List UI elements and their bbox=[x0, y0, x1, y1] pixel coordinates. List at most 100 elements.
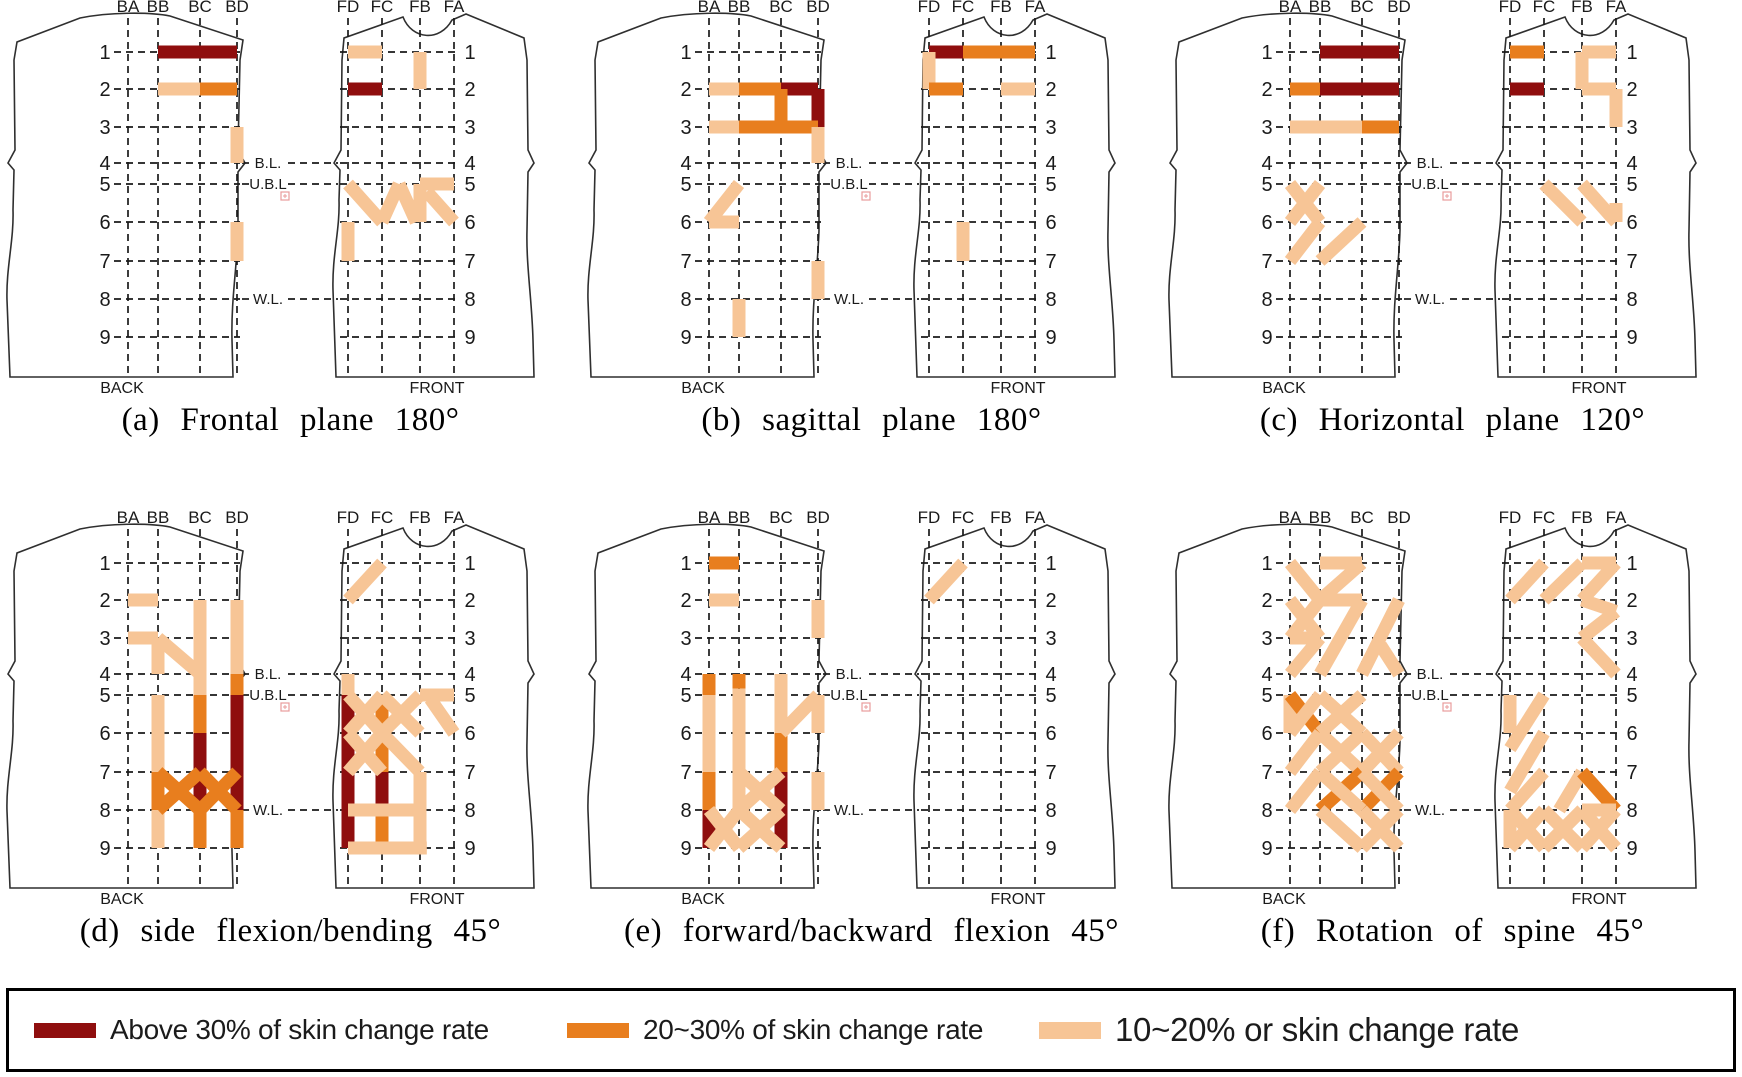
svg-text:4: 4 bbox=[1045, 664, 1056, 686]
svg-text:5: 5 bbox=[1045, 174, 1056, 196]
svg-text:B.L.: B.L. bbox=[1417, 666, 1444, 683]
svg-text:FB: FB bbox=[1571, 0, 1593, 16]
svg-text:1: 1 bbox=[1626, 42, 1637, 64]
svg-text:1: 1 bbox=[99, 553, 110, 575]
svg-text:FA: FA bbox=[444, 511, 465, 527]
svg-text:5: 5 bbox=[99, 685, 110, 707]
svg-text:6: 6 bbox=[464, 212, 475, 234]
svg-text:BD: BD bbox=[806, 0, 830, 16]
svg-text:B.L.: B.L. bbox=[255, 155, 282, 172]
svg-text:W.L.: W.L. bbox=[834, 291, 864, 308]
panel-c-caption: (c) Horizontal plane 120° bbox=[1259, 402, 1646, 438]
svg-text:U.B.L: U.B.L bbox=[830, 176, 868, 193]
svg-text:BA: BA bbox=[698, 0, 721, 16]
svg-text:BB: BB bbox=[1309, 511, 1332, 527]
grid: BA BB BC BD FD FC FB FA1 12 23 34 45 56 67 78 89 9B.L.U.… bbox=[99, 0, 475, 397]
panel-c-bodymap: BA BB BC BD FD FC FB FA1 12 23 34 45 56 67 78 89 9B.L.U.… bbox=[1168, 0, 1697, 397]
svg-text:FD: FD bbox=[337, 0, 360, 16]
svg-text:6: 6 bbox=[1045, 723, 1056, 745]
legend-item-above-30: Above 30% of skin change rate bbox=[34, 991, 489, 1069]
svg-text:7: 7 bbox=[1626, 762, 1637, 784]
svg-text:FD: FD bbox=[337, 511, 360, 527]
svg-text:7: 7 bbox=[1261, 251, 1272, 273]
svg-text:2: 2 bbox=[99, 590, 110, 612]
svg-text:FRONT: FRONT bbox=[409, 380, 464, 397]
svg-text:BD: BD bbox=[1387, 511, 1411, 527]
svg-text:5: 5 bbox=[464, 685, 475, 707]
svg-text:BC: BC bbox=[769, 0, 793, 16]
svg-text:4: 4 bbox=[99, 664, 110, 686]
legend-label: Above 30% of skin change rate bbox=[110, 1014, 489, 1045]
svg-text:BA: BA bbox=[117, 0, 140, 16]
svg-text:3: 3 bbox=[1045, 117, 1056, 139]
svg-text:BD: BD bbox=[225, 511, 249, 527]
svg-text:2: 2 bbox=[1261, 590, 1272, 612]
svg-text:3: 3 bbox=[680, 117, 691, 139]
panel-c: BA BB BC BD FD FC FB FA 1 1 2 2 3 3 4 4 5 5 6 6 7 7 8 8 9 9 B.L. U.… bbox=[1162, 0, 1742, 472]
garment-outlines bbox=[587, 12, 1116, 378]
skin-change-marks bbox=[128, 558, 460, 855]
svg-text:BC: BC bbox=[1350, 511, 1374, 527]
svg-text:FB: FB bbox=[409, 0, 431, 16]
svg-text:1: 1 bbox=[1045, 553, 1056, 575]
svg-text:9: 9 bbox=[1045, 327, 1056, 349]
panel-b: BA BB BC BD FD FC FB FA 1 1 2 2 3 3 4 4 5 5 6 6 7 7 8 8 9 9 B.L. U.… bbox=[581, 0, 1162, 472]
garment-outlines bbox=[6, 12, 535, 378]
svg-text:4: 4 bbox=[1626, 153, 1637, 175]
svg-text:BC: BC bbox=[188, 511, 212, 527]
garment-outlines bbox=[1168, 12, 1697, 378]
svg-text:BD: BD bbox=[1387, 0, 1411, 16]
legend-item-20-30: 20~30% of skin change rate bbox=[567, 991, 983, 1069]
svg-text:BA: BA bbox=[1279, 511, 1302, 527]
svg-text:8: 8 bbox=[99, 800, 110, 822]
svg-text:3: 3 bbox=[1626, 117, 1637, 139]
svg-text:BACK: BACK bbox=[681, 380, 725, 397]
svg-text:2: 2 bbox=[680, 79, 691, 101]
svg-text:7: 7 bbox=[1045, 251, 1056, 273]
svg-text:BC: BC bbox=[1350, 0, 1374, 16]
svg-text:4: 4 bbox=[1045, 153, 1056, 175]
svg-text:6: 6 bbox=[1261, 723, 1272, 745]
svg-text:7: 7 bbox=[1045, 762, 1056, 784]
panel-f-bodymap: BA BB BC BD FD FC FB FA1 12 23 34 45 56 67 78 89 9B.L.U.… bbox=[1168, 511, 1697, 908]
svg-text:8: 8 bbox=[680, 289, 691, 311]
skin-change-legend: Above 30% of skin change rate 20~30% of … bbox=[6, 988, 1736, 1072]
skin-change-marks bbox=[703, 45, 1035, 337]
svg-text:3: 3 bbox=[99, 628, 110, 650]
svg-text:BA: BA bbox=[117, 511, 140, 527]
svg-text:FD: FD bbox=[1499, 0, 1522, 16]
svg-text:1: 1 bbox=[1626, 553, 1637, 575]
svg-text:8: 8 bbox=[1261, 289, 1272, 311]
svg-text:8: 8 bbox=[1626, 800, 1637, 822]
svg-text:FRONT: FRONT bbox=[990, 891, 1045, 908]
svg-text:7: 7 bbox=[1261, 762, 1272, 784]
grid: BA BB BC BD FD FC FB FA1 12 23 34 45 56 67 78 89 9B.L.U.… bbox=[99, 511, 475, 908]
svg-text:FC: FC bbox=[371, 0, 394, 16]
svg-text:BA: BA bbox=[698, 511, 721, 527]
skin-change-marks bbox=[1283, 556, 1621, 853]
svg-text:2: 2 bbox=[1626, 79, 1637, 101]
panel-d-caption: (d) side flexion/bending 45° bbox=[79, 913, 502, 949]
svg-text:3: 3 bbox=[1045, 628, 1056, 650]
svg-text:FB: FB bbox=[990, 511, 1012, 527]
svg-text:2: 2 bbox=[680, 590, 691, 612]
svg-text:1: 1 bbox=[680, 42, 691, 64]
svg-text:1: 1 bbox=[680, 553, 691, 575]
svg-text:7: 7 bbox=[680, 251, 691, 273]
svg-text:W.L.: W.L. bbox=[253, 802, 283, 819]
svg-text:4: 4 bbox=[1626, 664, 1637, 686]
panel-f-caption: (f) Rotation of spine 45° bbox=[1260, 913, 1645, 949]
svg-text:BD: BD bbox=[225, 0, 249, 16]
svg-text:3: 3 bbox=[1626, 628, 1637, 650]
svg-text:FRONT: FRONT bbox=[1571, 380, 1626, 397]
svg-text:7: 7 bbox=[464, 251, 475, 273]
svg-text:FA: FA bbox=[1606, 511, 1627, 527]
svg-text:FA: FA bbox=[1025, 0, 1046, 16]
svg-text:8: 8 bbox=[99, 289, 110, 311]
svg-text:U.B.L: U.B.L bbox=[1411, 176, 1449, 193]
svg-text:B.L.: B.L. bbox=[836, 666, 863, 683]
legend-label: 20~30% of skin change rate bbox=[643, 1014, 984, 1045]
svg-text:BACK: BACK bbox=[1262, 891, 1306, 908]
legend-swatch-orange bbox=[567, 1022, 629, 1038]
svg-text:8: 8 bbox=[1045, 800, 1056, 822]
